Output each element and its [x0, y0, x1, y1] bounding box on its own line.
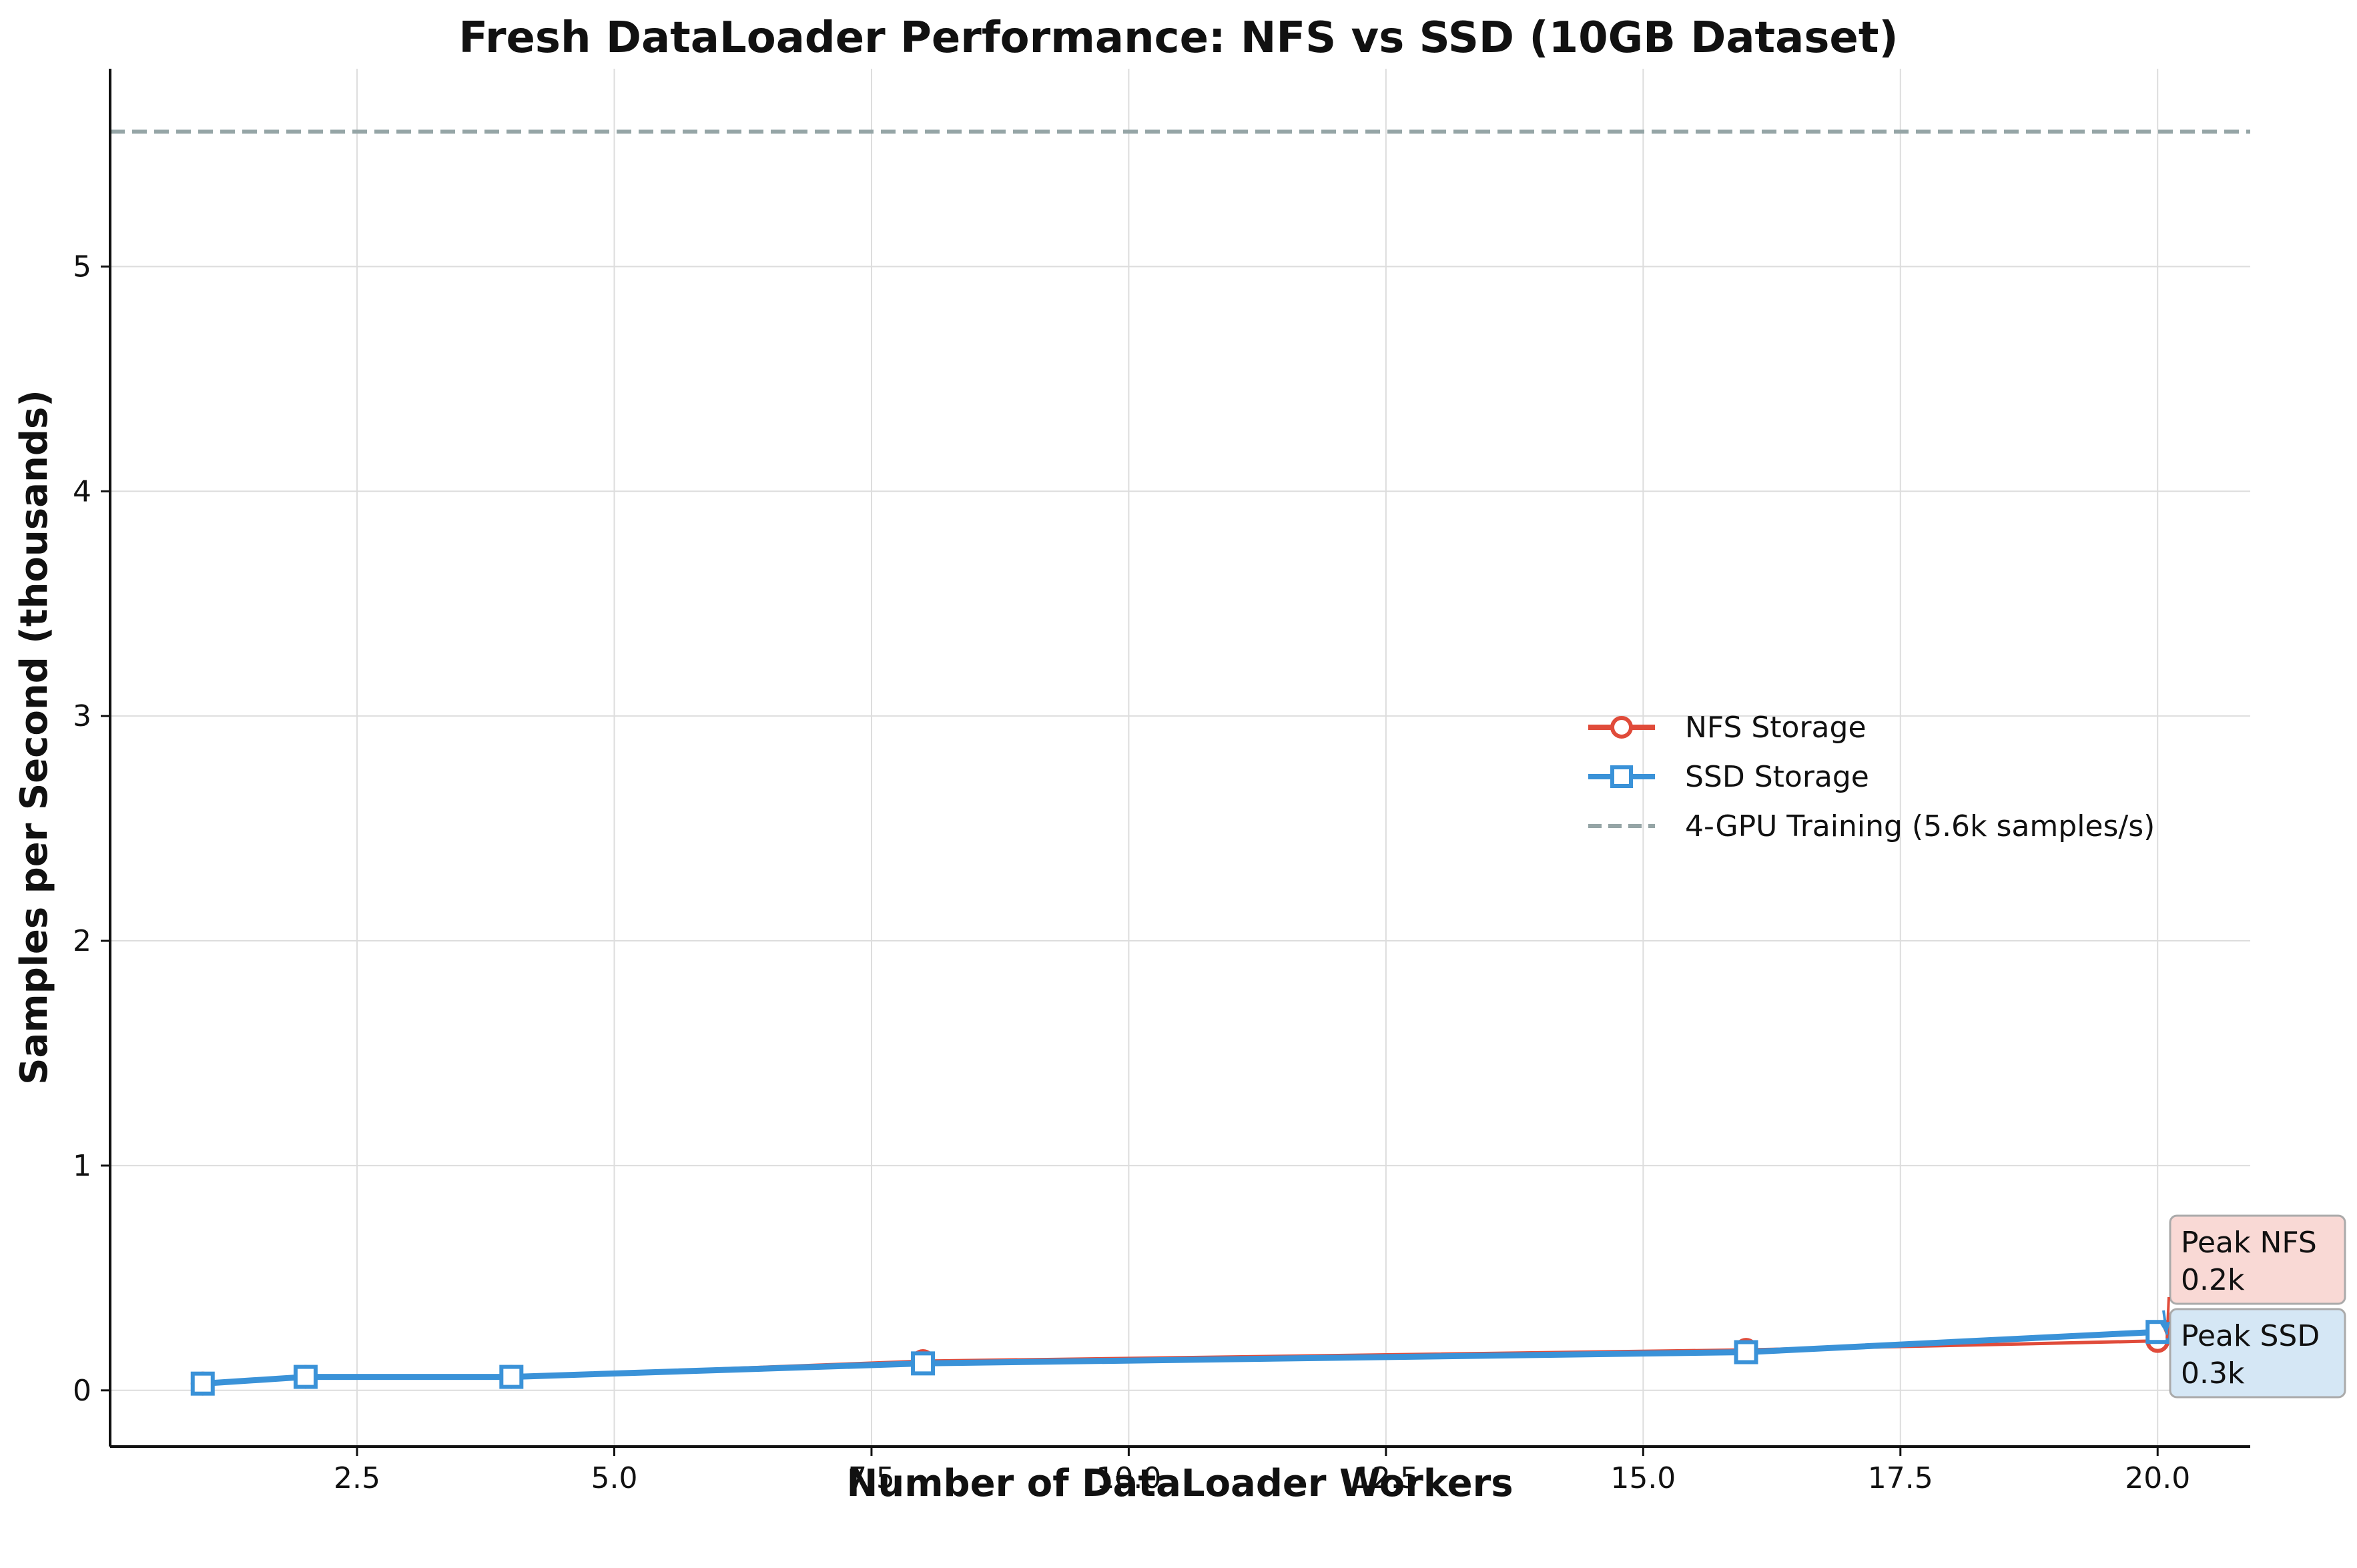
y-tick-label: 0 [73, 1374, 91, 1408]
legend-label: NFS Storage [1685, 711, 1867, 745]
legend-marker [1610, 716, 1633, 739]
data-point [190, 1371, 215, 1396]
x-axis-label: Number of DataLoader Workers [846, 1462, 1513, 1505]
data-point [911, 1351, 936, 1376]
x-tick-label: 7.5 [848, 1461, 895, 1495]
annotation-text: 0.2k [2181, 1263, 2245, 1297]
legend-entry: SSD Storage [1588, 760, 1869, 794]
x-tick-label: 12.5 [1353, 1461, 1419, 1495]
x-tick-label: 17.5 [1868, 1461, 1933, 1495]
legend-label: 4-GPU Training (5.6k samples/s) [1685, 809, 2155, 843]
data-point [1734, 1340, 1758, 1364]
series-1 [190, 1320, 2170, 1396]
annotation-text: Peak NFS [2181, 1226, 2317, 1260]
chart-title: Fresh DataLoader Performance: NFS vs SSD… [458, 13, 1898, 63]
legend-label: SSD Storage [1685, 760, 1869, 794]
annotation-text: 0.3k [2181, 1356, 2245, 1391]
series-line [202, 1328, 2158, 1387]
series-group [190, 1320, 2170, 1396]
x-tick-label: 15.0 [1610, 1461, 1676, 1495]
annotation-text: Peak SSD [2181, 1319, 2320, 1353]
x-tick-label: 5.0 [591, 1461, 638, 1495]
annotation-box [2169, 1214, 2346, 1305]
y-tick-label: 4 [73, 474, 91, 508]
x-tick-label: 2.5 [334, 1461, 380, 1495]
data-point [499, 1364, 524, 1389]
legend-marker [1610, 765, 1633, 788]
x-tick-label: 10.0 [1096, 1461, 1161, 1495]
legend: NFS Storage SSD Storage 4-GPU Training (5.… [1588, 711, 2155, 843]
axes: 2.5 5.0 7.5 10.0 12.5 15.0 17.5 20.0 0 1 2 3 4 5 [73, 69, 2250, 1495]
annotation-box [2169, 1308, 2346, 1399]
y-tick-label: 1 [73, 1149, 91, 1183]
annotation-arrowhead [2159, 1321, 2170, 1335]
legend-entry: 4-GPU Training (5.6k samples/s) [1588, 809, 2155, 843]
y-tick-label: 3 [73, 699, 91, 733]
y-tick-label: 2 [73, 924, 91, 958]
y-tick-label: 5 [73, 250, 91, 284]
x-tick-label: 20.0 [2125, 1461, 2190, 1495]
y-axis-label: Samples per Second (thousands) [13, 390, 56, 1085]
grid-lines [110, 69, 2250, 1447]
legend-entry: NFS Storage [1588, 711, 1867, 745]
data-point [293, 1364, 318, 1389]
